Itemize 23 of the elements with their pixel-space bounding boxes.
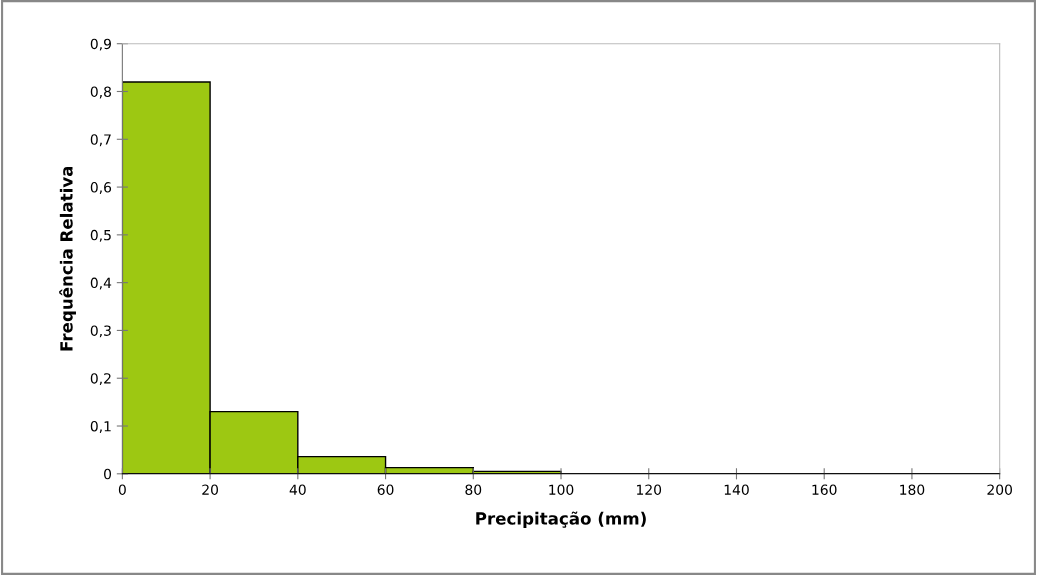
y-tick-label: 0 [104,468,112,480]
y-tick-label: 0,6 [90,182,112,194]
y-tick-label: 0,5 [90,229,111,242]
y-axis-title: Frequência Relativa [59,166,76,351]
y-tick-label: 0,9 [90,38,111,51]
x-tick-label: 0 [118,484,126,495]
x-tick-label: 60 [377,484,394,495]
x-tick-label: 40 [289,484,306,495]
y-tick-label: 0,8 [90,86,111,99]
x-tick-label: 20 [202,484,219,495]
x-tick-label: 200 [987,484,1012,495]
x-tick-label: 120 [637,484,662,495]
x-axis-title: Precipitação (mm) [476,511,646,528]
x-tick-label: 180 [900,484,925,495]
y-tick-label: 0,2 [90,373,111,386]
x-tick-label: 100 [549,484,574,495]
x-tick-label: 160 [812,484,837,495]
x-tick-label: 140 [724,484,749,495]
x-tick-label: 80 [465,484,482,495]
y-tick-label: 0,1 [90,420,111,433]
y-tick-label: 0,7 [90,134,111,147]
y-tick-label: 0,3 [90,325,111,338]
y-tick-label: 0,4 [90,277,112,290]
